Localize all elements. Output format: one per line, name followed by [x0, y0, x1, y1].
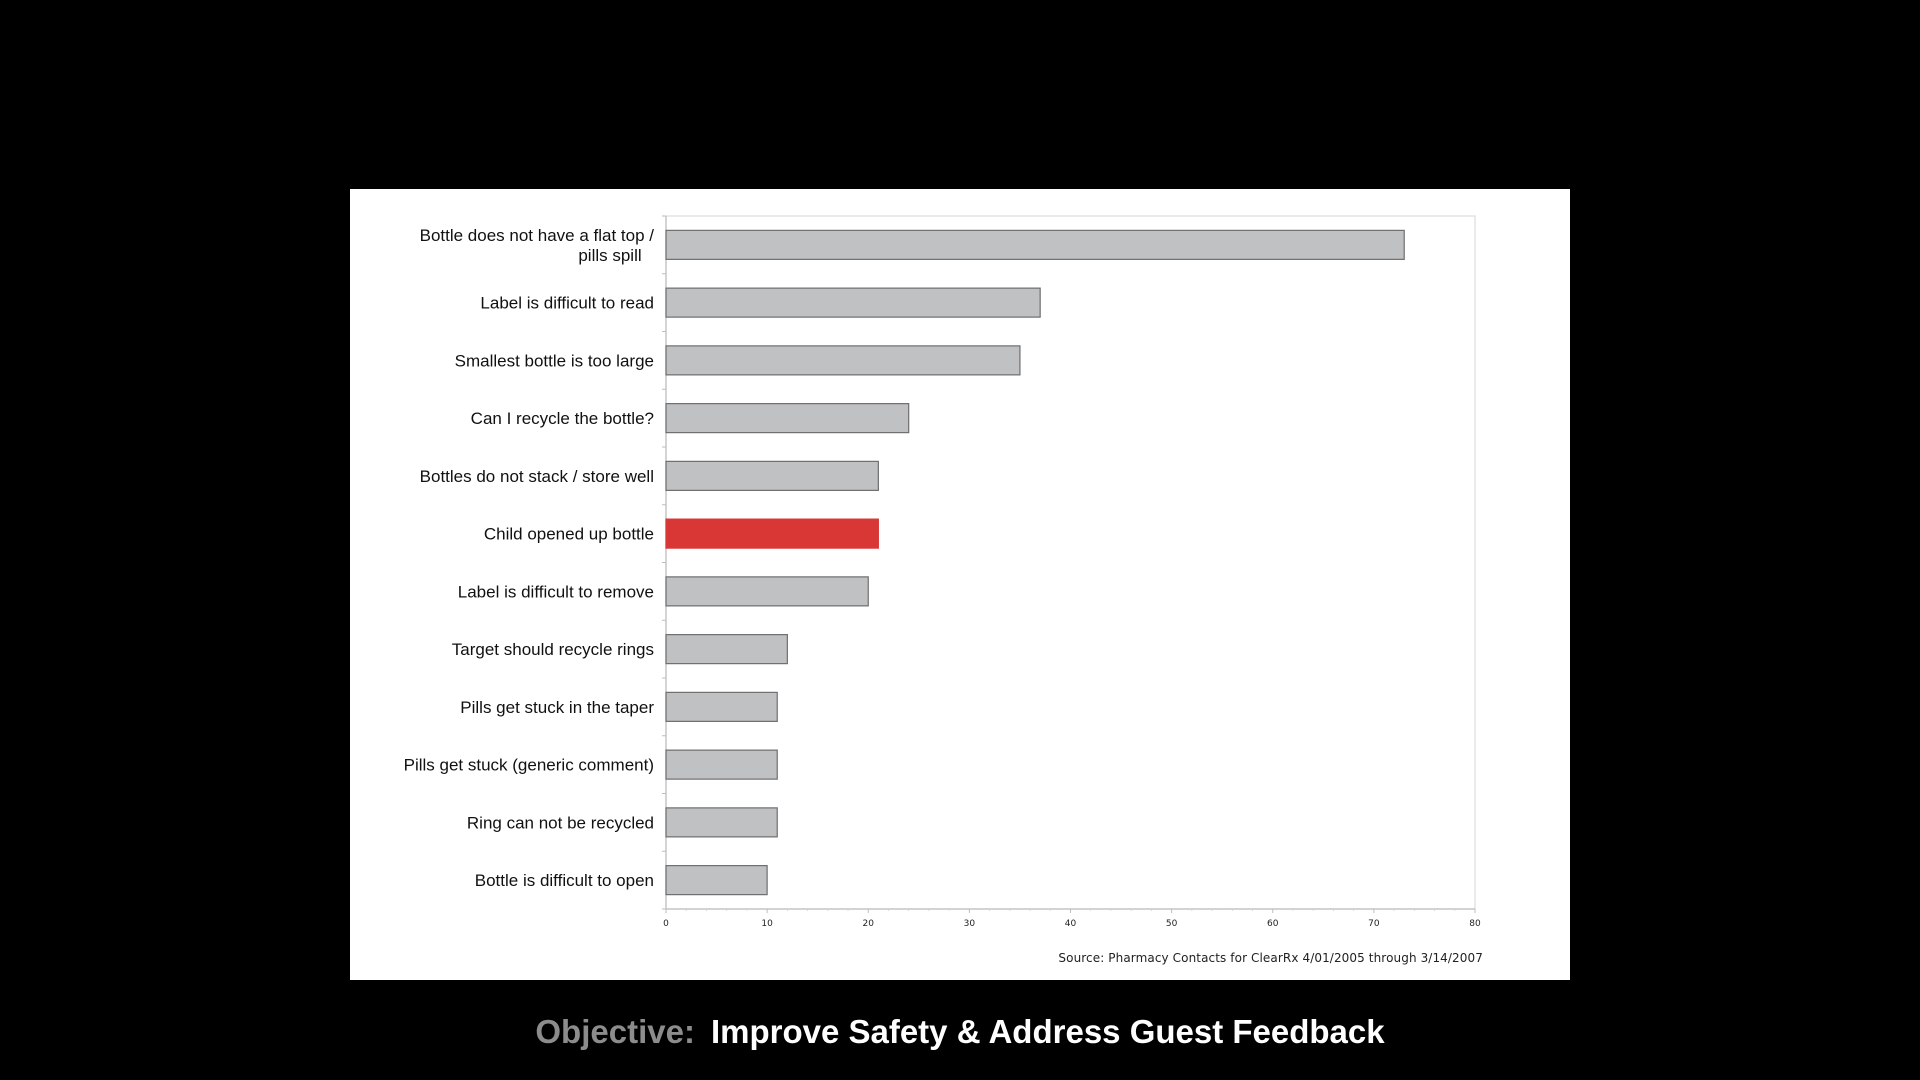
- bar: [665, 576, 869, 607]
- chart-panel: 0 10 20 30 40 50 60 70 80 Bottle does not have a …: [350, 189, 1570, 980]
- x-tick-label: 80: [1469, 919, 1481, 929]
- x-tick-label: 60: [1267, 919, 1279, 929]
- plot-frame: [665, 215, 1476, 910]
- category-label: Can I recycle the bottle?: [471, 409, 654, 428]
- category-label: Child opened up bottle: [484, 525, 654, 544]
- x-tick-label: 40: [1065, 919, 1077, 929]
- bar: [665, 749, 778, 780]
- category-label: Smallest bottle is too large: [455, 351, 654, 370]
- source-note: Source: Pharmacy Contacts for ClearRx 4/…: [1058, 951, 1483, 965]
- bar: [665, 807, 778, 838]
- category-label: Pills get stuck (generic comment): [404, 756, 654, 775]
- category-label: Ring can not be recycled: [467, 813, 654, 832]
- bar: [665, 403, 910, 434]
- category-label: Pills get stuck in the taper: [460, 698, 654, 717]
- bar: [665, 287, 1041, 318]
- category-label: Bottle does not have a flat top / pills s…: [420, 226, 655, 265]
- objective-text: Improve Safety & Address Guest Feedback: [710, 1013, 1385, 1050]
- objective-caption: Objective: Improve Safety & Address Guest…: [0, 1013, 1920, 1051]
- bar-chart: 0 10 20 30 40 50 60 70 80 Bottle does not have a …: [404, 215, 1481, 929]
- bar: [665, 345, 1021, 376]
- category-label: Label is difficult to remove: [458, 582, 654, 601]
- x-tick-label: 70: [1368, 919, 1380, 929]
- category-label: Bottle is difficult to open: [475, 871, 654, 890]
- category-label: Bottles do not stack / store well: [420, 467, 654, 486]
- objective-prefix: Objective:: [535, 1013, 695, 1050]
- x-tick-label: 10: [761, 919, 773, 929]
- bar: [665, 229, 1405, 260]
- category-label: Label is difficult to read: [480, 294, 654, 313]
- bar: [665, 460, 879, 491]
- bar: [665, 865, 768, 896]
- bar: [665, 691, 778, 722]
- x-tick-label: 30: [964, 919, 976, 929]
- bar: [665, 634, 788, 665]
- x-tick-label: 20: [863, 919, 875, 929]
- x-tick-label: 50: [1166, 919, 1178, 929]
- category-label: Target should recycle rings: [452, 640, 654, 659]
- bar-highlighted: [665, 518, 879, 549]
- x-tick-label: 0: [663, 919, 669, 929]
